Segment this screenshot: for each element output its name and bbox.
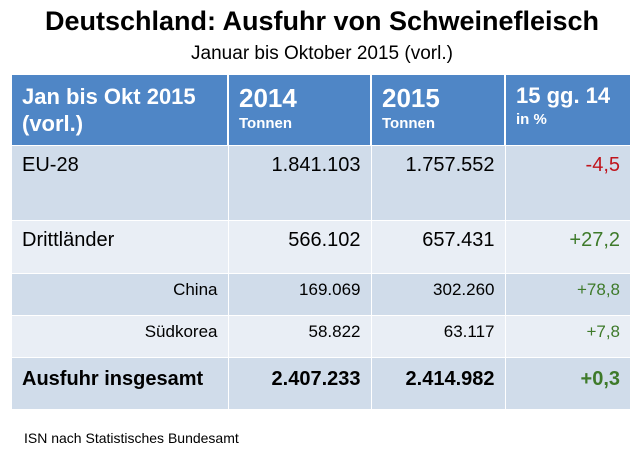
- table-row-drittlaender: Drittländer 566.102 657.431 +27,2: [12, 219, 630, 273]
- row-label: Ausfuhr insgesamt: [12, 356, 228, 409]
- row-label: Südkorea: [12, 314, 228, 357]
- header-change-unit: in %: [516, 111, 547, 128]
- header-2015-unit: Tonnen: [382, 115, 436, 132]
- row-label: China: [12, 272, 228, 315]
- value-2015: 302.260: [370, 272, 505, 315]
- header-2014: 2014 Tonnen: [227, 75, 371, 145]
- table-row-china: China 169.069 302.260 +78,8: [12, 272, 630, 315]
- page-subtitle: Januar bis Oktober 2015 (vorl.): [191, 43, 453, 64]
- value-2015: 63.117: [370, 314, 505, 357]
- row-label: Drittländer: [12, 219, 228, 273]
- page-title: Deutschland: Ausfuhr von Schweinefleisch: [44, 6, 600, 36]
- value-change: +7,8: [504, 314, 630, 357]
- header-2015-label: 2015: [382, 83, 440, 113]
- value-2015: 657.431: [370, 219, 505, 273]
- source-note: ISN nach Statistisches Bundesamt: [24, 430, 239, 446]
- value-2014: 58.822: [227, 314, 371, 357]
- table-header-row: Jan bis Okt 2015 (vorl.) 2014 Tonnen 201…: [12, 75, 630, 145]
- header-period: Jan bis Okt 2015 (vorl.): [12, 75, 228, 145]
- header-2014-unit: Tonnen: [239, 115, 293, 132]
- value-2014: 2.407.233: [227, 356, 371, 409]
- header-change-label: 15 gg. 14: [516, 83, 611, 108]
- value-2015: 1.757.552: [370, 144, 505, 220]
- header-period-label: Jan bis Okt 2015 (vorl.): [22, 84, 196, 136]
- table-row-total: Ausfuhr insgesamt 2.407.233 2.414.982 +0…: [12, 356, 630, 409]
- value-2014: 1.841.103: [227, 144, 371, 220]
- value-change: +27,2: [504, 219, 630, 273]
- value-change: -4,5: [504, 144, 630, 220]
- header-change: 15 gg. 14 in %: [504, 75, 630, 145]
- value-change: +78,8: [504, 272, 630, 315]
- table-row-eu28: EU-28 1.841.103 1.757.552 -4,5: [12, 144, 630, 220]
- value-2015: 2.414.982: [370, 356, 505, 409]
- table-row-suedkorea: Südkorea 58.822 63.117 +7,8: [12, 314, 630, 357]
- header-2014-label: 2014: [239, 83, 297, 113]
- value-2014: 566.102: [227, 219, 371, 273]
- header-2015: 2015 Tonnen: [370, 75, 505, 145]
- row-label: EU-28: [12, 144, 228, 220]
- value-2014: 169.069: [227, 272, 371, 315]
- export-table: Jan bis Okt 2015 (vorl.) 2014 Tonnen 201…: [12, 75, 630, 409]
- value-change: +0,3: [504, 356, 630, 409]
